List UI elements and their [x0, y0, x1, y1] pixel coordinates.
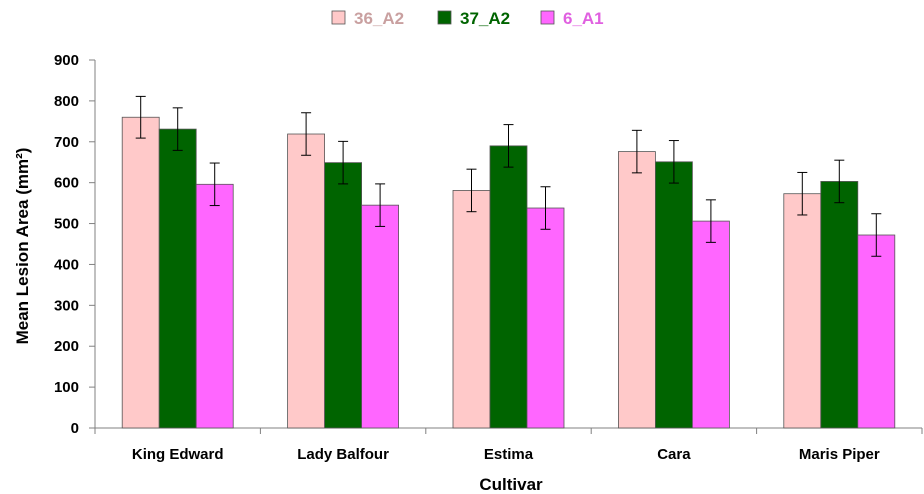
bar-37_A2-lady-balfour: [324, 162, 363, 429]
x-tick-label: King Edward: [132, 446, 224, 463]
legend: 36_A2 37_A2 6_A1: [331, 9, 604, 28]
legend-label-6_A1: 6_A1: [563, 9, 604, 28]
error-bar: [209, 162, 220, 207]
x-tick-label: Cara: [657, 446, 691, 463]
y-tick-label: 300: [54, 297, 79, 314]
y-tick-label: 400: [54, 256, 79, 273]
error-bar: [375, 183, 386, 227]
error-bar: [503, 124, 514, 168]
bars: [121, 116, 896, 429]
x-axis-title: Cultivar: [479, 475, 543, 494]
x-tick-label: Estima: [484, 446, 534, 463]
error-bar: [135, 95, 146, 139]
bar-6_A1-estima: [526, 207, 565, 429]
y-axis-title: Mean Lesion Area (mm²): [13, 148, 32, 345]
bar-36_A2-lady-balfour: [287, 133, 326, 429]
bar-37_A2-cara: [655, 161, 693, 429]
legend-swatch-37_A2: [437, 10, 452, 25]
bar-6_A1-king-edward: [195, 183, 234, 429]
y-tick-label: 200: [54, 338, 79, 355]
y-tick-label: 900: [54, 52, 79, 69]
y-tick-label: 800: [54, 93, 79, 110]
error-bar: [338, 140, 349, 185]
error-bar: [705, 199, 716, 243]
bar-36_A2-king-edward: [121, 116, 160, 429]
bar-36_A2-maris-piper: [783, 193, 822, 429]
x-tick-label: Maris Piper: [799, 446, 880, 463]
error-bar: [834, 159, 845, 204]
error-bars: [135, 95, 882, 257]
bar-6_A1-lady-balfour: [361, 204, 400, 429]
legend-label-36_A2: 36_A2: [354, 9, 404, 28]
bar-6_A1-maris-piper: [857, 234, 896, 429]
error-bar: [172, 107, 183, 151]
error-bar: [871, 213, 882, 257]
y-axis: 0 100 200 300 400 500 600 700 800 900: [54, 52, 96, 437]
error-bar: [797, 171, 808, 216]
y-tick-label: 500: [54, 216, 79, 233]
x-tick-label: Lady Balfour: [297, 446, 389, 463]
error-bar: [631, 129, 642, 174]
y-tick-label: 600: [54, 175, 79, 192]
bar-36_A2-cara: [618, 151, 656, 429]
y-tick-label: 100: [54, 379, 79, 396]
legend-swatch-36_A2: [331, 10, 346, 25]
error-bar: [540, 186, 551, 230]
y-tick-label: 700: [54, 134, 79, 151]
bar-6_A1-cara: [692, 220, 730, 429]
x-axis: King Edward Lady Balfour Estima Cara Maris P…: [94, 427, 923, 463]
y-tick-label: 0: [71, 420, 79, 437]
bar-36_A2-estima: [452, 190, 491, 429]
legend-swatch-6_A1: [540, 10, 555, 25]
bar-37_A2-maris-piper: [820, 181, 859, 429]
error-bar: [466, 168, 477, 213]
legend-label-37_A2: 37_A2: [460, 9, 510, 28]
error-bar: [668, 140, 679, 184]
bar-37_A2-estima: [489, 145, 528, 429]
bar-37_A2-king-edward: [158, 128, 197, 429]
error-bar: [301, 112, 312, 156]
